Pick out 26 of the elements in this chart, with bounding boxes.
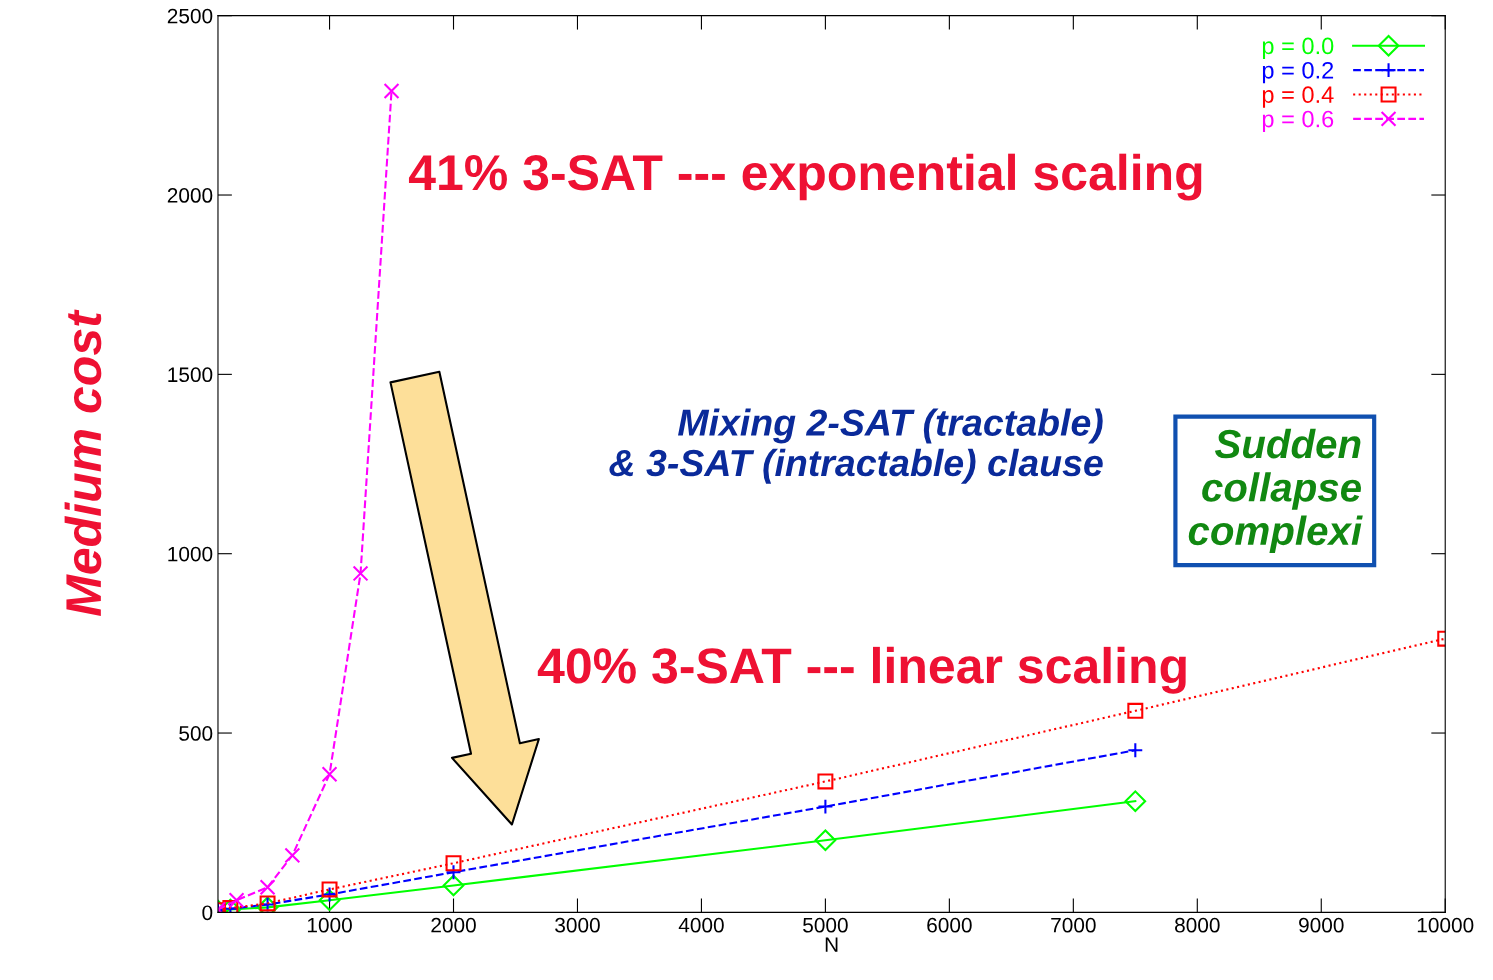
y-tick-label: 1500: [168, 367, 213, 383]
x-tick-label: 8000: [1175, 917, 1220, 933]
y-tick-label: 500: [179, 726, 213, 741]
x-tick-label: 9000: [1299, 917, 1344, 933]
annotation: 41% 3-SAT --- exponential scaling: [408, 153, 1202, 201]
x-tick-label: 10000: [1417, 917, 1474, 933]
x-tick-label: 1000: [307, 917, 352, 933]
y-tick-label: 2000: [167, 188, 213, 203]
legend-label: p = 0.2: [1262, 61, 1334, 84]
y-tick-label: 2500: [167, 8, 213, 24]
x-tick-label: 2000: [431, 917, 476, 933]
x-tick-label: 7000: [1051, 917, 1096, 933]
annotation: Mixing 2-SAT (tractable) & 3-SAT (intractable) clause: [609, 408, 1103, 484]
y-axis-title: Medium cost: [64, 309, 102, 616]
x-tick-label: 6000: [927, 917, 972, 933]
annotation: Sudden collapse complexi: [1188, 428, 1363, 554]
x-axis-title: N: [825, 937, 838, 952]
y-tick-label: 0: [202, 905, 213, 921]
legend-label: p = 0.6: [1262, 110, 1334, 133]
legend-label: p = 0.4: [1262, 86, 1334, 108]
legend-label: p = 0.0: [1262, 37, 1334, 59]
x-tick-label: 5000: [803, 917, 848, 933]
y-tick-label: 1000: [168, 546, 213, 562]
x-tick-label: 3000: [555, 917, 600, 933]
x-tick-label: 4000: [678, 917, 724, 933]
annotation: 40% 3-SAT --- linear scaling: [537, 646, 1186, 694]
